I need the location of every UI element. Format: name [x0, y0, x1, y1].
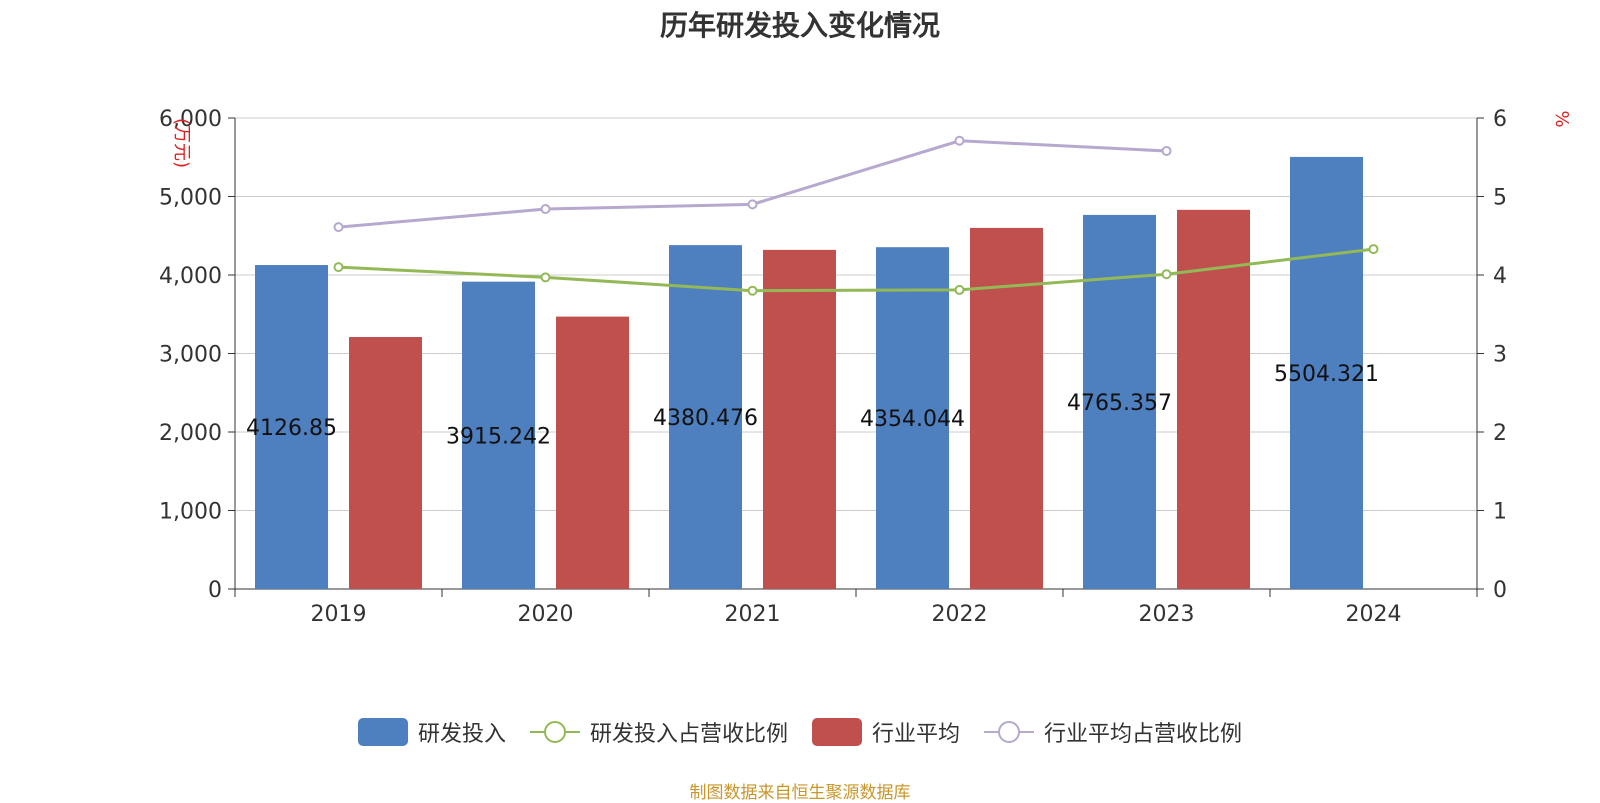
- x-tick-label: 2024: [1346, 602, 1402, 627]
- legend: 研发投入 研发投入占营收比例 行业平均 行业平均占营收比例: [0, 716, 1600, 748]
- bar-rd: [1290, 156, 1363, 589]
- legend-label-industry: 行业平均: [872, 722, 961, 747]
- y-right-tick-label: 3: [1493, 343, 1507, 368]
- y-right-tick-label: 0: [1493, 578, 1507, 603]
- legend-label-rd-ratio: 研发投入占营收比例: [589, 722, 788, 747]
- bar-rd: [876, 247, 949, 589]
- point-rd-ratio: [1161, 269, 1172, 280]
- y-left-tick-label: 3,000: [159, 343, 222, 368]
- bar-rd: [462, 281, 535, 589]
- bar-data-label: 4126.85: [246, 416, 337, 441]
- legend-item-rd[interactable]: 研发投入: [357, 716, 506, 748]
- y-left-tick-label: 0: [208, 578, 222, 603]
- point-rd-ratio: [954, 284, 965, 295]
- legend-swatch-industry-ratio: [984, 721, 1035, 743]
- chart-title: 历年研发投入变化情况: [659, 9, 940, 42]
- x-tick-label: 2020: [518, 602, 574, 627]
- x-tick-label: 2021: [725, 602, 781, 627]
- bar-data-label: 3915.242: [446, 424, 551, 449]
- x-tick-label: 2022: [932, 602, 988, 627]
- y-left-tick-label: 1,000: [159, 500, 222, 525]
- y-right-tick-label: 1: [1493, 500, 1507, 525]
- bar-data-label: 4765.357: [1067, 391, 1172, 416]
- legend-swatch-industry: [812, 718, 862, 746]
- legend-item-rd-ratio[interactable]: 研发投入占营收比例: [529, 716, 788, 748]
- point-industry-ratio: [747, 199, 758, 210]
- point-rd-ratio: [540, 272, 551, 283]
- line-rd-ratio: [338, 247, 1374, 293]
- bar-data-label: 4380.476: [653, 406, 758, 431]
- point-rd-ratio: [1368, 244, 1379, 255]
- source-note: 制图数据来自恒生聚源数据库: [689, 783, 911, 803]
- legend-label-industry-ratio: 行业平均占营收比例: [1044, 722, 1243, 747]
- y-right-tick-label: 4: [1493, 264, 1507, 289]
- y-right-tick-label: 6: [1493, 107, 1507, 132]
- bar-data-label: 4354.044: [860, 407, 965, 432]
- point-rd-ratio: [747, 285, 758, 296]
- legend-item-industry-ratio[interactable]: 行业平均占营收比例: [984, 716, 1242, 748]
- y-left-tick-label: 5,000: [159, 186, 222, 211]
- point-industry-ratio: [1161, 145, 1172, 156]
- y-left-unit-label: (万元): [171, 118, 192, 168]
- bar-rd: [255, 265, 328, 589]
- y-left-tick-label: 2,000: [159, 421, 222, 446]
- x-tick-label: 2019: [311, 602, 367, 627]
- legend-label-rd: 研发投入: [417, 722, 506, 747]
- point-industry-ratio: [954, 135, 965, 146]
- y-right-unit-label: %: [1551, 110, 1572, 127]
- legend-swatch-rd: [357, 718, 408, 746]
- legend-item-industry[interactable]: 行业平均: [812, 716, 960, 748]
- y-right-tick-label: 5: [1493, 186, 1507, 211]
- bar-data-label: 5504.321: [1274, 362, 1379, 387]
- y-right-tick-label: 2: [1493, 421, 1507, 446]
- bar-industry: [349, 337, 422, 589]
- y-left-tick-label: 6,000: [159, 107, 222, 132]
- point-rd-ratio: [333, 262, 344, 273]
- point-industry-ratio: [540, 204, 551, 215]
- bar-rd: [669, 245, 742, 589]
- y-left-tick-label: 4,000: [159, 264, 222, 289]
- x-tick-label: 2023: [1139, 602, 1195, 627]
- bar-industry: [763, 249, 836, 589]
- point-industry-ratio: [333, 222, 344, 233]
- bar-industry: [1177, 209, 1250, 589]
- bar-industry: [970, 227, 1043, 589]
- line-industry-ratio: [338, 139, 1167, 229]
- legend-swatch-rd-ratio: [529, 721, 580, 743]
- bar-industry: [556, 316, 629, 589]
